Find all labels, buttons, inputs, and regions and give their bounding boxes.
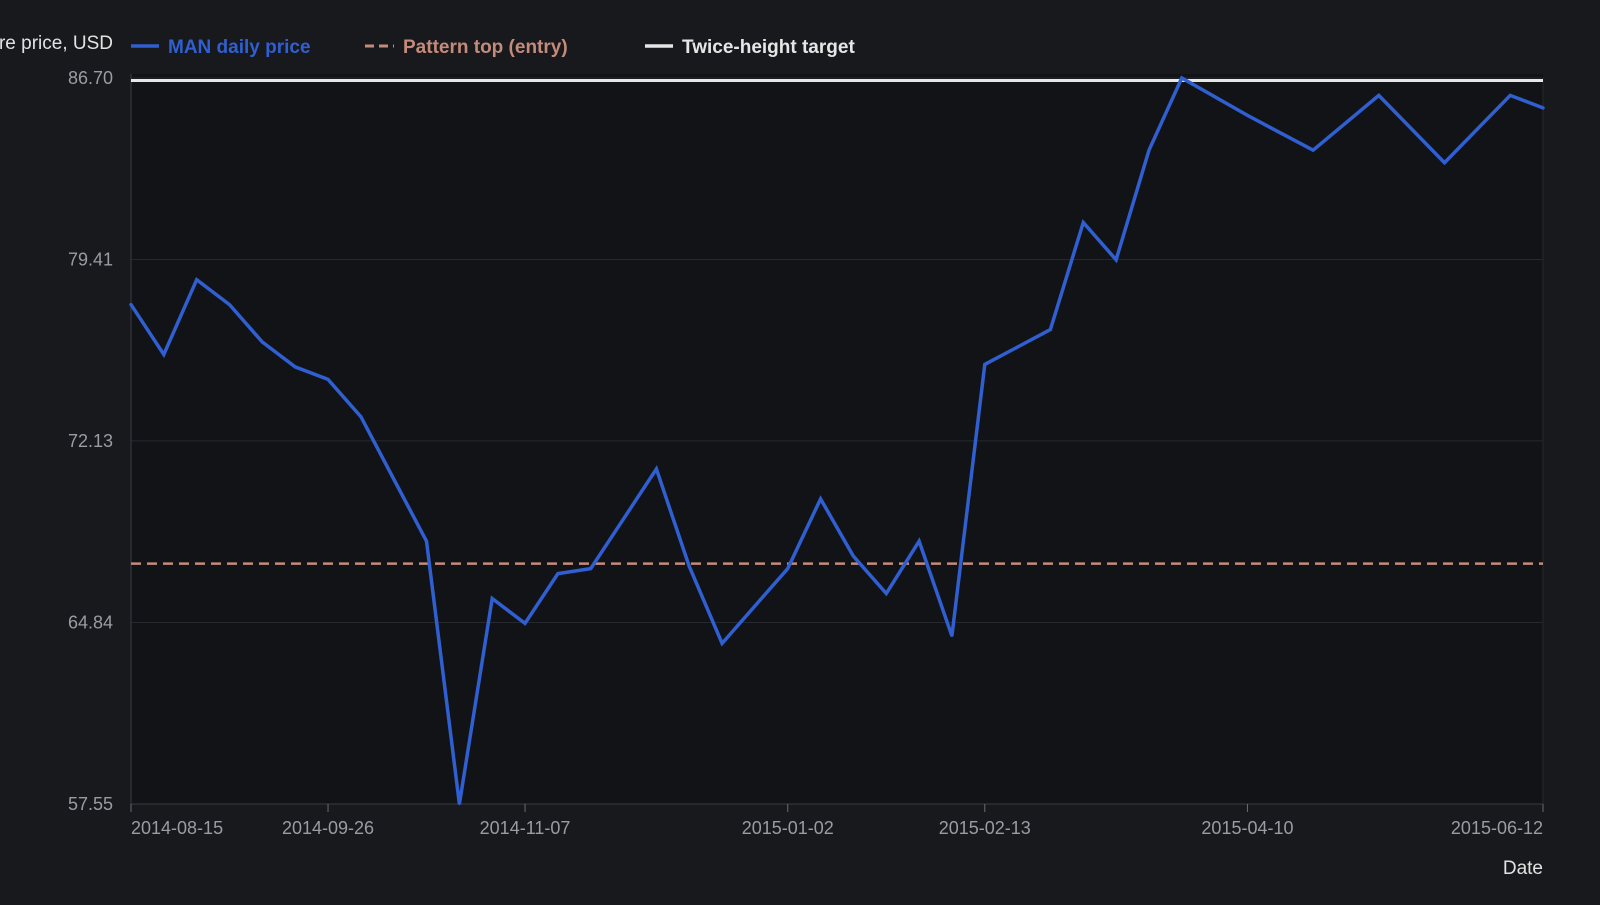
plot-area (131, 74, 1543, 804)
y-tick-label: 57.55 (68, 794, 113, 814)
price-point (885, 592, 888, 595)
price-point (589, 567, 592, 570)
price-point (622, 517, 625, 521)
x-tick-label: 2014-09-26 (282, 818, 374, 838)
price-point (917, 540, 921, 543)
price-point (228, 303, 231, 306)
legend-label-price: MAN daily price (168, 37, 311, 58)
price-point (1016, 345, 1019, 349)
price-point (425, 540, 428, 543)
x-tick-label: 2015-01-02 (742, 818, 834, 838)
price-point (852, 554, 855, 558)
price-point (491, 597, 494, 600)
legend-item-target[interactable]: Twice-height target (645, 37, 855, 58)
legend-item-entry[interactable]: Pattern top (entry) (365, 37, 568, 58)
x-axis-title: Date (1503, 858, 1543, 879)
y-tick-label: 86.70 (68, 68, 113, 88)
price-point (688, 564, 691, 568)
price-point (392, 477, 395, 481)
x-tick-label: 2015-02-13 (939, 818, 1031, 838)
y-axis-title: Closing share price, USD (0, 33, 113, 54)
price-point (1508, 94, 1512, 97)
x-tick-label: 2015-04-10 (1201, 818, 1293, 838)
price-point (1147, 149, 1151, 152)
price-point (819, 497, 822, 501)
price-point (129, 303, 133, 306)
price-point (458, 802, 461, 806)
price-point (326, 378, 330, 381)
price-point (359, 415, 363, 418)
price-point (162, 353, 166, 356)
price-point (1082, 221, 1085, 224)
price-point (261, 340, 264, 344)
y-tick-label: 64.84 (68, 612, 113, 632)
series-lines (129, 75, 1545, 806)
price-point (556, 572, 560, 575)
price-point (786, 567, 789, 570)
price-point (1377, 94, 1381, 97)
price-point (1049, 328, 1052, 331)
price-point (720, 642, 724, 645)
price-point (1246, 114, 1249, 117)
price-point (950, 634, 954, 638)
price-point (983, 363, 986, 366)
price-point (1443, 161, 1446, 164)
legend-item-price[interactable]: MAN daily price (131, 37, 311, 58)
price-point (1180, 76, 1183, 80)
price-point (1311, 149, 1315, 152)
axes: 57.55 64.84 72.13 79.41 86.70 2014-08-15 2014-… (68, 68, 1544, 838)
price-point (1114, 258, 1118, 262)
price-point (195, 278, 198, 281)
y-tick-label: 79.41 (68, 250, 113, 270)
x-tick-label: 2014-08-15 (131, 818, 223, 838)
price-point (655, 467, 658, 471)
reference-lines (131, 78, 1543, 565)
x-tick-label: 2015-06-12 (1451, 818, 1543, 838)
price-point (293, 365, 297, 369)
y-tick-label: 72.13 (68, 431, 113, 451)
price-point (753, 604, 757, 608)
legend: MAN daily price Pattern top (entry) Twic… (131, 37, 855, 58)
price-point (523, 622, 527, 625)
price-point (1541, 106, 1545, 110)
legend-label-entry: Pattern top (entry) (403, 37, 568, 58)
legend-label-target: Twice-height target (682, 37, 855, 58)
x-tick-label: 2014-11-07 (480, 818, 571, 838)
